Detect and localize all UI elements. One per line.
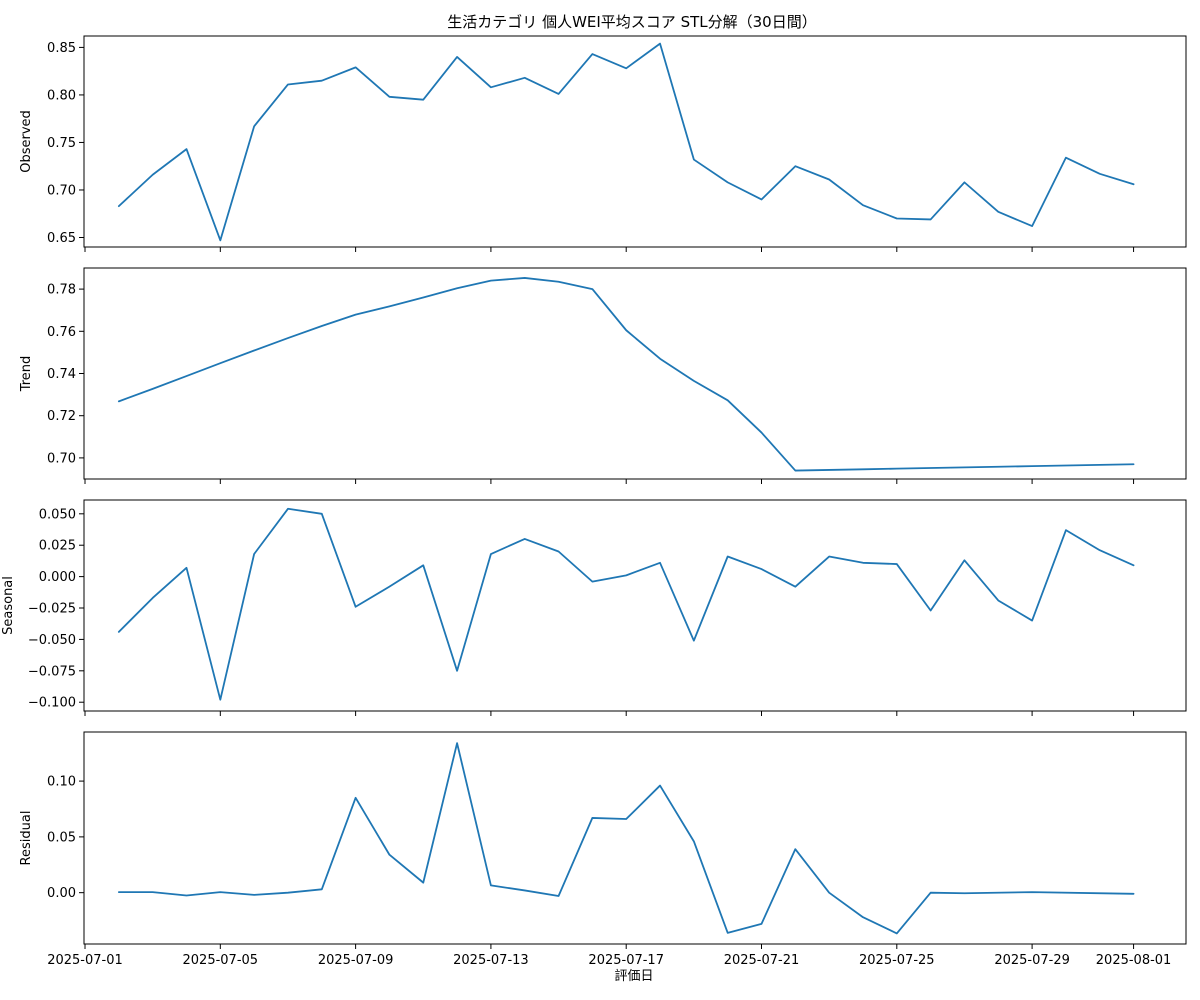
series-line-observed <box>117 42 1135 242</box>
series-line-residual <box>117 742 1135 935</box>
panel-residual: 0.00 0.05 0.10 2025-07-01 2025-07-05 2025-07-… <box>19 731 1187 968</box>
y-axis-label: Trend <box>19 356 34 393</box>
chart-title: 生活カテゴリ 個人WEI平均スコア STL分解（30日間） <box>447 13 816 31</box>
x-tick-label: 2025-07-13 <box>453 953 529 968</box>
y-tick-label: 0.85 <box>47 41 76 56</box>
series-line-trend <box>117 277 1135 472</box>
x-tick-label: 2025-07-21 <box>724 953 800 968</box>
x-tick-label: 2025-07-29 <box>994 953 1070 968</box>
x-tick-label: 2025-07-17 <box>588 953 664 968</box>
y-tick-label: 0.78 <box>47 283 76 298</box>
series-line-seasonal <box>117 507 1135 701</box>
y-tick-label: 0.76 <box>47 325 76 340</box>
y-tick-label: 0.74 <box>47 367 76 382</box>
y-tick-label: −0.100 <box>28 696 76 711</box>
panel-trend: 0.70 0.72 0.74 0.76 0.78 Trend <box>19 267 1187 484</box>
y-axis-label: Observed <box>19 110 34 173</box>
x-tick-label: 2025-07-05 <box>183 953 259 968</box>
x-tick-label: 2025-07-01 <box>47 953 123 968</box>
y-tick-label: 0.050 <box>39 507 76 522</box>
y-tick-label: −0.025 <box>28 602 76 617</box>
y-tick-label: −0.050 <box>28 633 76 648</box>
x-tick-label: 2025-08-01 <box>1096 953 1172 968</box>
x-tick-label: 2025-07-09 <box>318 953 394 968</box>
y-tick-label: 0.05 <box>47 830 76 845</box>
y-tick-label: 0.75 <box>47 136 76 151</box>
x-axis-label: 評価日 <box>614 969 653 984</box>
y-tick-label: −0.075 <box>28 664 76 679</box>
y-tick-label: 0.72 <box>47 409 76 424</box>
y-tick-label: 0.70 <box>47 183 76 198</box>
y-tick-label: 0.00 <box>47 886 76 901</box>
panel-frame <box>83 35 1187 248</box>
y-tick-label: 0.80 <box>47 88 76 103</box>
panel-observed: 0.65 0.70 0.75 0.80 0.85 Observed <box>19 35 1187 252</box>
y-tick-label: 0.65 <box>47 231 76 246</box>
y-tick-label: 0.70 <box>47 451 76 466</box>
panel-frame <box>83 499 1187 712</box>
y-axis-label: Residual <box>19 811 34 866</box>
y-tick-label: 0.000 <box>39 570 76 585</box>
panel-seasonal: −0.100 −0.075 −0.050 −0.025 0.000 0.025 0.050 S… <box>1 499 1187 716</box>
y-tick-label: 0.10 <box>47 775 76 790</box>
y-tick-label: 0.025 <box>39 539 76 554</box>
panel-frame <box>83 731 1187 945</box>
panel-frame <box>83 267 1187 480</box>
y-axis-label: Seasonal <box>1 576 16 635</box>
x-tick-label: 2025-07-25 <box>859 953 935 968</box>
panels: 0.65 0.70 0.75 0.80 0.85 Observed 0.70 0.72 0.74… <box>1 35 1187 968</box>
